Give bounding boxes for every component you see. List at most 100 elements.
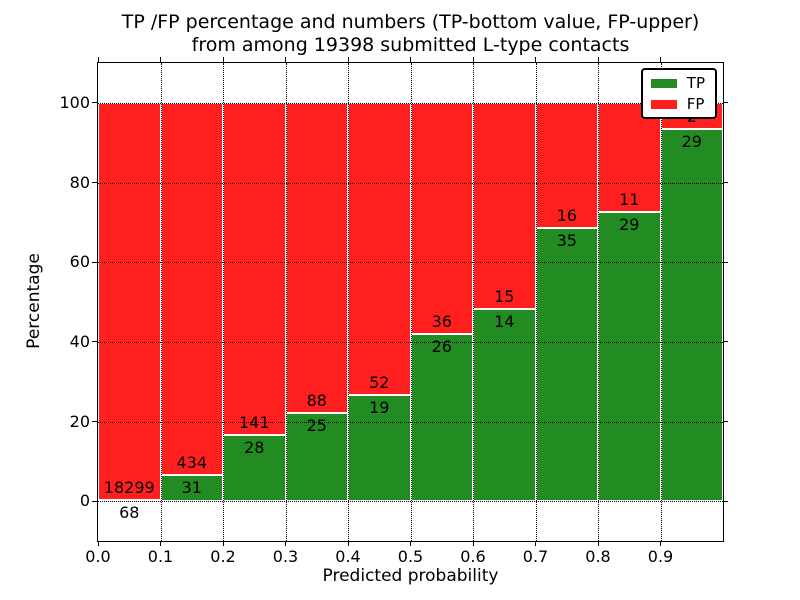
y-axis-tick-right (723, 182, 728, 183)
x-axis-label: Predicted probability (322, 566, 499, 586)
fp-count-label: 141 (238, 413, 270, 433)
x-tick-label: 0.7 (522, 547, 549, 566)
v-gridline (285, 63, 287, 541)
legend-row: TP (650, 74, 705, 92)
v-gridline (410, 63, 412, 541)
bar-segment-tp (410, 334, 473, 502)
bar-segment-fp (598, 102, 661, 213)
bar-segment-tp (473, 308, 536, 502)
x-axis-tick-bottom (222, 541, 224, 546)
fp-count-label: 18299 (103, 477, 155, 497)
tp-count-label: 31 (181, 477, 202, 497)
y-axis-tick-left (92, 182, 97, 183)
legend-label-tp: TP (686, 74, 705, 92)
y-axis-tick-left (92, 102, 97, 104)
bar-segment-tp (348, 394, 411, 502)
tp-count-label: 25 (306, 416, 327, 436)
bar-segment-tp (598, 212, 661, 502)
y-axis-tick-left (92, 261, 97, 263)
legend: TP FP (640, 68, 717, 119)
y-tick-label: 100 (59, 92, 90, 112)
fp-count-label: 434 (176, 452, 208, 472)
x-axis-tick-top (160, 57, 161, 62)
x-axis-tick-bottom (410, 541, 411, 546)
y-tick-label: 20 (69, 411, 90, 431)
legend-label-fp: FP (686, 95, 705, 113)
legend-swatch-tp (650, 78, 677, 88)
x-axis-tick-top (472, 57, 474, 62)
bar-segment-fp (410, 102, 473, 335)
x-tick-label: 0.2 (210, 547, 236, 566)
tp-count-label: 68 (119, 502, 140, 522)
x-tick-label: 0.8 (585, 547, 611, 566)
x-axis-tick-top (410, 57, 411, 62)
y-tick-label: 60 (69, 252, 90, 272)
y-axis-tick-right (723, 261, 728, 263)
chart-title-line1: TP /FP percentage and numbers (TP-bottom… (121, 11, 700, 33)
fp-count-label: 16 (556, 205, 577, 225)
legend-swatch-fp (650, 99, 677, 109)
x-axis-tick-bottom (597, 541, 599, 546)
bar-segment-fp (160, 102, 223, 475)
plot-area: TP FP 18299 68 434 31 141 28 88 25 52 19 36 26 15 14 16… (59, 57, 728, 566)
bar-segment-tp (285, 413, 348, 502)
tp-count-label: 28 (244, 438, 265, 458)
y-axis-tick-left (92, 341, 97, 343)
y-axis-tick-left (92, 500, 97, 502)
x-axis-tick-top (97, 57, 99, 62)
x-tick-label: 0.5 (397, 547, 424, 566)
tp-count-label: 14 (494, 311, 515, 331)
v-gridline (160, 63, 162, 541)
x-tick-label: 0.9 (647, 547, 674, 566)
y-tick-label: 0 (79, 491, 90, 511)
v-gridline (660, 63, 662, 541)
x-axis-tick-top (535, 57, 536, 62)
y-tick-label: 40 (69, 331, 90, 351)
x-axis-tick-top (660, 57, 661, 62)
x-tick-label: 0.1 (147, 547, 174, 566)
bar-segment-tp (160, 474, 223, 502)
x-axis-tick-bottom (285, 541, 286, 546)
x-axis-tick-bottom (97, 541, 99, 546)
x-axis-tick-top (222, 57, 224, 62)
tp-count-label: 29 (619, 215, 640, 235)
x-tick-label: 0.0 (85, 547, 111, 566)
x-axis-tick-bottom (472, 541, 474, 546)
legend-row: FP (650, 95, 705, 113)
v-gridline (348, 63, 349, 541)
y-axis-tick-right (723, 421, 728, 422)
fp-count-label: 88 (306, 391, 327, 411)
v-gridline (473, 63, 474, 541)
x-axis-tick-bottom (660, 541, 661, 546)
x-tick-label: 0.3 (272, 547, 299, 566)
fp-count-label: 36 (431, 312, 452, 332)
fp-count-label: 15 (494, 286, 515, 306)
x-tick-label: 0.6 (460, 547, 486, 566)
x-tick-label: 0.4 (335, 547, 361, 566)
bar-segment-fp (98, 102, 161, 500)
bar-segment-fp (348, 102, 411, 395)
x-axis-tick-top (347, 57, 349, 62)
v-gridline (598, 63, 599, 541)
bar-segment-tp (535, 227, 598, 502)
v-gridline (223, 63, 224, 541)
bar-segment-fp (285, 102, 348, 414)
x-axis-tick-bottom (347, 541, 349, 546)
chart-title-line2: from among 19398 submitted L-type contac… (191, 34, 630, 56)
x-axis-tick-bottom (160, 541, 161, 546)
v-gridline (535, 63, 537, 541)
y-axis-tick-right (723, 500, 728, 502)
bar-segment-fp (223, 102, 286, 436)
tp-count-label: 35 (556, 230, 577, 250)
x-axis-tick-top (597, 57, 599, 62)
bar-segment-fp (473, 102, 536, 309)
fp-count-label: 52 (369, 372, 390, 392)
x-axis-tick-bottom (535, 541, 536, 546)
tp-count-label: 19 (369, 397, 390, 417)
x-axis-tick-top (285, 57, 286, 62)
tp-count-label: 29 (681, 131, 702, 151)
fp-count-label: 11 (619, 190, 640, 210)
y-axis-tick-right (723, 102, 728, 104)
y-axis-tick-right (723, 341, 728, 343)
bar-segment-tp (660, 128, 723, 502)
